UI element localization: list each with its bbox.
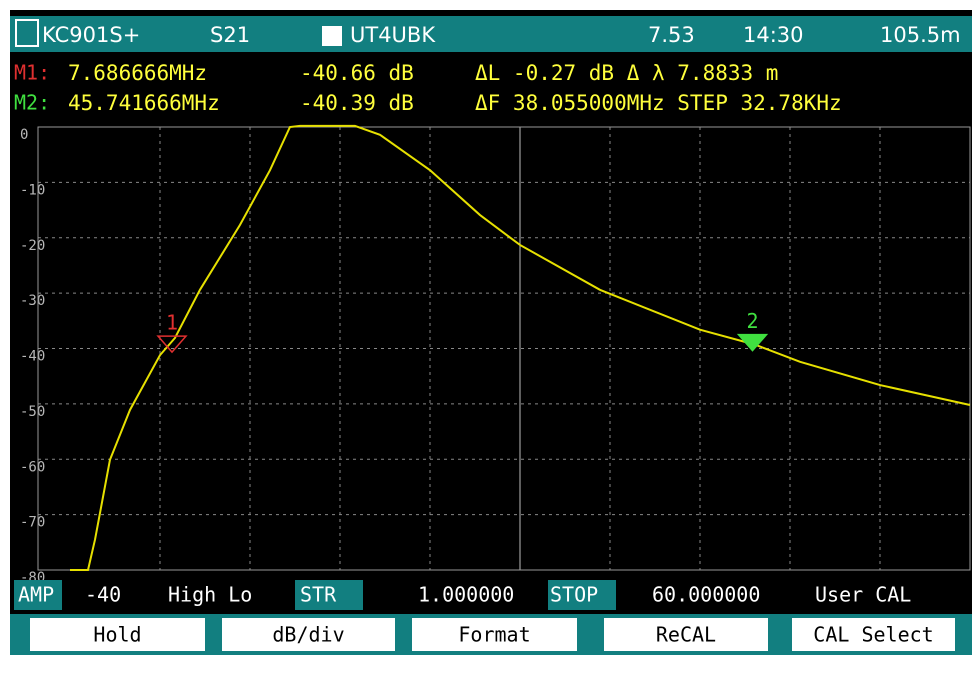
m2-level: -40.39 dB bbox=[300, 91, 414, 115]
plot: 0-10-20-30-40-50-60-70-801 2 bbox=[20, 124, 971, 586]
amp: AMP bbox=[18, 583, 54, 607]
header-bar bbox=[10, 16, 972, 52]
model: KC901S+ bbox=[42, 23, 140, 47]
param: S21 bbox=[210, 23, 250, 47]
marker bbox=[156, 335, 188, 354]
y-tick-label: -40 bbox=[20, 349, 45, 365]
button[interactable] bbox=[222, 618, 395, 651]
marker-label: 1 bbox=[166, 311, 178, 335]
screen-bg bbox=[10, 10, 972, 655]
m1-freq: 7.686666MHz bbox=[68, 61, 207, 85]
marker-label: 2 bbox=[746, 309, 758, 333]
battery: 7.53 bbox=[648, 23, 695, 47]
plot-frame bbox=[37, 126, 971, 571]
mode: High Lo bbox=[168, 583, 252, 607]
y-tick-label: -60 bbox=[20, 459, 45, 475]
m1-label: M1: bbox=[14, 61, 50, 85]
icon bbox=[15, 19, 39, 47]
y-tick-label: -20 bbox=[20, 238, 45, 254]
ref: -40 bbox=[85, 583, 121, 607]
cal: User CAL bbox=[815, 583, 911, 607]
tag bbox=[14, 580, 62, 610]
m2-freq: 45.741666MHz bbox=[68, 91, 220, 115]
buttons: Hold dB/div Format ReCAL CAL Select bbox=[30, 618, 955, 651]
button[interactable] bbox=[604, 618, 768, 651]
button-label[interactable]: Format bbox=[458, 623, 530, 647]
length: 105.5m bbox=[880, 23, 961, 47]
y-tick-label: 0 bbox=[20, 127, 28, 143]
m2-label: M2: bbox=[14, 91, 50, 115]
marker bbox=[736, 333, 769, 352]
button-label[interactable]: CAL Select bbox=[813, 623, 933, 647]
trace bbox=[70, 124, 971, 571]
stop: 60.000000 bbox=[652, 583, 760, 607]
m2-extra: ΔF 38.055000MHz STEP 32.78KHz bbox=[475, 91, 842, 115]
m1-level: -40.66 dB bbox=[300, 61, 414, 85]
button-label[interactable]: Hold bbox=[93, 623, 141, 647]
tag bbox=[548, 580, 616, 610]
stop-label: STOP bbox=[550, 583, 598, 607]
button-label[interactable]: ReCAL bbox=[656, 623, 716, 647]
start-label: STR bbox=[300, 583, 337, 607]
button-label[interactable]: dB/div bbox=[272, 623, 344, 647]
icon bbox=[322, 26, 342, 46]
button[interactable] bbox=[30, 618, 205, 651]
m1-extra: ΔL -0.27 dB Δ λ 7.8833 m bbox=[475, 61, 778, 85]
button[interactable] bbox=[412, 618, 577, 651]
button[interactable] bbox=[792, 618, 955, 651]
y-tick-label: -50 bbox=[20, 404, 45, 420]
y-tick-label: -70 bbox=[20, 515, 45, 531]
callsign: UT4UBK bbox=[350, 23, 436, 47]
y-tick-label: -10 bbox=[20, 182, 45, 198]
tag bbox=[295, 580, 363, 610]
y-tick-label: -30 bbox=[20, 293, 45, 309]
time: 14:30 bbox=[743, 23, 804, 47]
start: 1.000000 bbox=[418, 583, 514, 607]
